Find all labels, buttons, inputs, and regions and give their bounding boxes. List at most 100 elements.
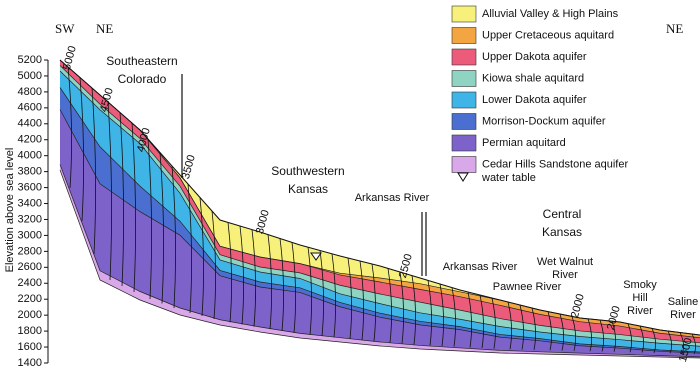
y-tick-label: 1600 <box>18 341 42 353</box>
layer-boundary <box>59 70 700 347</box>
legend-label: Upper Dakota aquifer <box>482 51 587 63</box>
legend-label: Alluvial Valley & High Plains <box>482 8 619 20</box>
place-label: River <box>627 305 653 317</box>
y-tick-label: 3600 <box>18 181 42 193</box>
legend-swatch <box>451 113 477 130</box>
well-line <box>507 301 512 350</box>
well-line <box>159 152 164 304</box>
layer <box>60 60 700 343</box>
well-line <box>119 112 124 287</box>
layer-boundary <box>59 109 700 354</box>
well-line <box>239 225 244 325</box>
y-tick-label: 2400 <box>18 277 42 289</box>
well-line <box>331 253 336 338</box>
layer-boundary <box>59 59 700 339</box>
well-line <box>347 257 352 339</box>
y-tick-label: 4200 <box>18 134 42 146</box>
well-line <box>79 77 84 222</box>
layer <box>60 71 700 353</box>
y-tick-label: 4800 <box>18 86 42 98</box>
legend-swatch <box>451 91 477 109</box>
place-label: Hill <box>632 292 647 304</box>
y-tick-label: 2200 <box>18 293 42 305</box>
well-line <box>387 268 392 343</box>
well-line <box>559 313 564 351</box>
well-line <box>547 311 552 351</box>
place-label: Saline <box>668 296 699 308</box>
well-line <box>279 238 284 332</box>
well-line <box>67 66 72 189</box>
well-line <box>467 291 472 348</box>
well-line <box>531 307 536 350</box>
y-tick-label: 2800 <box>18 245 42 257</box>
well-line <box>627 323 632 353</box>
y-tick-label: 3800 <box>18 166 42 178</box>
y-tick-label: 3200 <box>18 213 42 225</box>
well-line <box>611 321 616 352</box>
well-line <box>251 229 256 327</box>
legend-label: Cedar Hills Sandstone aquifer <box>482 158 628 170</box>
well-line <box>599 319 604 352</box>
place-label: Central <box>543 207 582 221</box>
place-label: Southeastern <box>106 54 177 68</box>
place-label: River <box>670 309 696 321</box>
legend-label: Morrison-Dockum aquifer <box>482 115 606 127</box>
well-line <box>451 287 456 347</box>
well-line <box>679 332 684 354</box>
well-line <box>291 242 296 333</box>
y-tick-label: 5000 <box>18 70 42 82</box>
legend-swatch <box>451 134 477 152</box>
legend-swatch <box>451 27 477 44</box>
y-tick-label: 4000 <box>18 150 42 162</box>
well-line <box>571 316 576 351</box>
layer-boundary <box>59 87 700 353</box>
well-line <box>131 122 136 293</box>
y-tick-label: 1800 <box>18 325 42 337</box>
ne-label: NE <box>96 21 113 36</box>
well-line <box>171 165 176 309</box>
legend-swatch <box>451 156 477 173</box>
y-tick-label: 1400 <box>18 357 42 369</box>
legend-label: water table <box>481 172 536 184</box>
y-tick-label: 4400 <box>18 118 42 130</box>
well-line <box>691 333 696 354</box>
y-tick-label: 2000 <box>18 309 42 321</box>
well-line <box>411 275 416 345</box>
well-line <box>427 280 432 346</box>
place-label: Southwestern <box>271 164 344 178</box>
place-label: Arkansas River <box>443 261 518 273</box>
well-line <box>319 250 324 337</box>
well-line <box>227 222 232 323</box>
sw-label: SW <box>55 21 75 36</box>
layer <box>60 109 700 357</box>
legend-label: Lower Dakota aquifer <box>482 94 587 106</box>
well-line <box>307 247 312 335</box>
well-line <box>491 297 496 349</box>
ground-surface <box>59 59 700 336</box>
well-line <box>479 294 484 349</box>
legend-swatch <box>451 70 477 87</box>
legend-label: Permian aquitard <box>482 137 566 149</box>
well-line <box>187 183 192 314</box>
place-label: Colorado <box>118 72 167 86</box>
legend-swatch <box>451 5 477 23</box>
well-line <box>267 234 272 330</box>
ne-label: NE <box>666 21 683 36</box>
well-line <box>371 263 376 342</box>
y-axis-label: Elevation above sea level <box>4 148 16 273</box>
well-line <box>439 283 444 347</box>
y-tick-label: 3400 <box>18 197 42 209</box>
y-tick-label: 3000 <box>18 229 42 241</box>
well-line <box>639 325 644 353</box>
place-label: Smoky <box>623 279 657 291</box>
y-tick-label: 4600 <box>18 102 42 114</box>
water-table-marker <box>310 252 322 261</box>
well-line <box>519 304 524 350</box>
well-line <box>147 138 152 300</box>
place-label: Kansas <box>542 225 582 239</box>
legend-swatch <box>451 48 477 66</box>
well-line <box>91 87 96 255</box>
layer-boundary <box>59 169 700 359</box>
ink <box>59 59 700 359</box>
